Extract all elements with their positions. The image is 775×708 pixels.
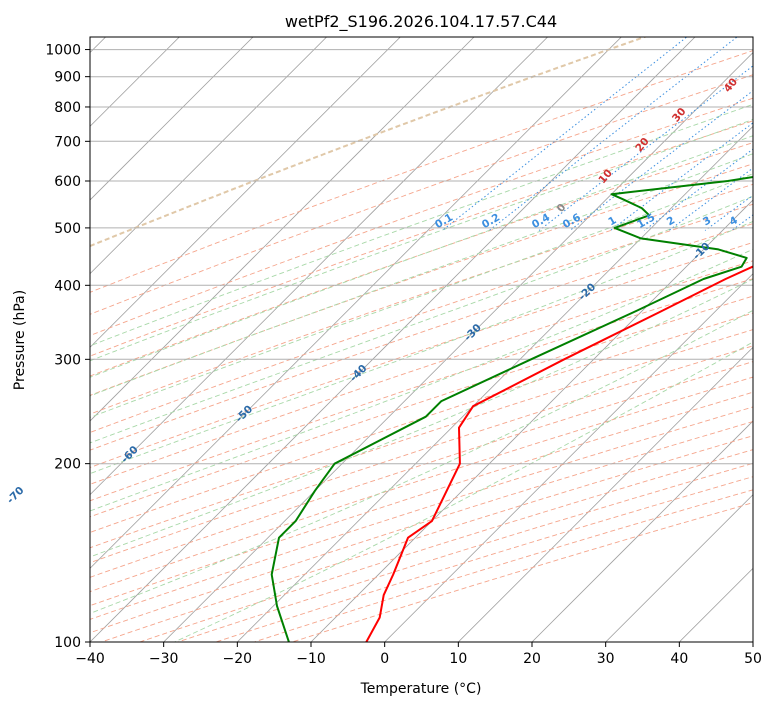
dry-adiabat-line [90, 50, 753, 293]
isotherm-line [310, 199, 753, 642]
isotherm-line [90, 37, 622, 569]
profile-lines [270, 176, 753, 642]
x-tick-label: 10 [449, 651, 467, 667]
isotherm-label: -70 [5, 484, 27, 506]
temperature-profile [365, 265, 753, 642]
y-tick-label: 700 [54, 134, 81, 150]
x-tick-label: 0 [380, 651, 389, 667]
moist-adiabat-line [90, 248, 753, 512]
mixing-ratio-line [771, 25, 775, 231]
y-tick-label: 300 [54, 352, 81, 368]
dry-adiabat-line [90, 391, 753, 607]
x-tick-label: 30 [597, 651, 615, 667]
isotherm-line [90, 37, 475, 422]
x-tick-label: −20 [223, 651, 253, 667]
moist-adiabat-line [173, 341, 753, 642]
mixing-ratio-line [569, 90, 753, 231]
moist-adiabat-line [90, 135, 753, 378]
isotherm-line [90, 37, 328, 275]
x-tick-label: 50 [744, 651, 762, 667]
isotherm-line [90, 37, 696, 642]
dry-adiabat-line [90, 203, 753, 433]
y-tick-label: 500 [54, 221, 81, 237]
y-tick-label: 1000 [45, 43, 81, 59]
dry-adiabat-line [90, 223, 753, 451]
y-tick-label: 200 [54, 457, 81, 473]
dewpoint-profile [270, 176, 753, 642]
moist-adiabat-line [90, 278, 753, 558]
chart-title: wetPf2_S196.2026.104.17.57.C44 [285, 12, 557, 32]
x-tick-label: −30 [149, 651, 179, 667]
dry-adiabat-line [90, 376, 753, 593]
plot-frame [89, 36, 754, 643]
isobar-grid [90, 49, 753, 642]
x-tick-label: 40 [670, 651, 688, 667]
y-tick-label: 600 [54, 174, 81, 190]
x-tick-label: −10 [296, 651, 326, 667]
dry-adiabat-line [90, 120, 753, 357]
moist-adiabat-line [90, 153, 753, 397]
y-tick-label: 800 [54, 100, 81, 116]
x-tick-label: −40 [75, 651, 105, 667]
isotherm-line [531, 420, 753, 642]
x-tick-label: 20 [523, 651, 541, 667]
dry-adiabat-line [90, 97, 753, 337]
y-tick-label: 400 [54, 278, 81, 294]
isotherm-line [384, 273, 753, 642]
isotherm-line [90, 37, 549, 496]
isotherm-line [236, 125, 753, 642]
moist-adiabat-line [90, 195, 753, 444]
dry-adiabat-line [90, 361, 753, 578]
dry-adiabat-line [90, 260, 753, 485]
y-tick-label: 100 [54, 635, 81, 651]
mixing-ratio-line [538, 65, 753, 231]
background-lines [90, 25, 775, 642]
y-axis-label: Pressure (hPa) [12, 290, 28, 390]
dry-adiabat-line [90, 74, 753, 315]
y-axis: 100 200 300 400 500 600 700 800 900 1000 [45, 43, 90, 651]
dry-adiabat-line [90, 241, 753, 468]
x-axis-label: Temperature (°C) [360, 681, 482, 697]
dry-adiabat-line [90, 163, 753, 396]
y-tick-label: 900 [54, 70, 81, 86]
isotherm-line [605, 494, 753, 642]
reference-adiabat-line [90, 37, 648, 248]
dry-adiabat-line [90, 183, 753, 415]
dry-adiabat-line [90, 278, 753, 502]
isotherm-line [457, 346, 753, 642]
isotherm-line [90, 37, 254, 201]
x-axis: −40 −30 −20 −10 0 10 20 30 40 50 [75, 642, 762, 667]
plot-background [90, 37, 753, 642]
